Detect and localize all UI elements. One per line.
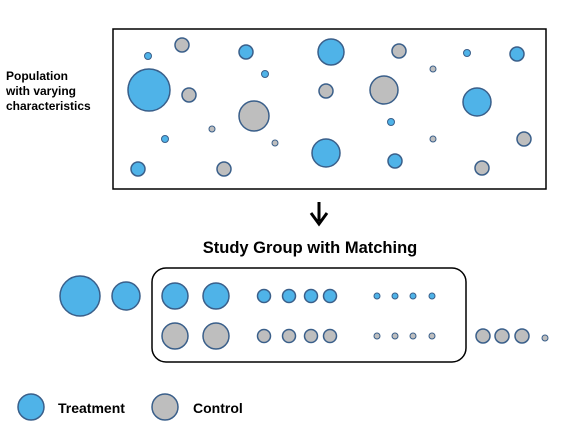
study-group-title: Study Group with Matching	[202, 239, 418, 257]
population-control-circle	[318, 83, 334, 99]
population-treatment-circle	[509, 46, 525, 62]
study-control-circle	[409, 332, 417, 340]
population-control-circle	[369, 75, 399, 105]
study-control-circle	[494, 328, 510, 344]
study-treatment-circle	[303, 288, 319, 304]
study-control-circle	[475, 328, 491, 344]
matched-group-box	[151, 267, 467, 363]
study-control-circle	[281, 328, 297, 344]
population-control-circle	[474, 160, 490, 176]
population-control-circle	[238, 100, 270, 132]
study-treatment-circle	[202, 282, 230, 310]
population-treatment-circle	[311, 138, 341, 168]
population-treatment-circle	[387, 118, 395, 126]
legend-treatment-circle	[17, 393, 45, 421]
population-treatment-circle	[161, 135, 169, 143]
population-treatment-circle	[127, 68, 171, 112]
population-treatment-circle	[261, 70, 269, 78]
study-treatment-circle	[373, 292, 381, 300]
population-control-circle	[429, 65, 437, 73]
down-arrow	[309, 202, 329, 227]
study-treatment-circle	[281, 288, 297, 304]
study-control-circle	[541, 334, 549, 342]
study-control-circle	[391, 332, 399, 340]
population-label-line-2: with varying	[6, 84, 77, 98]
study-treatment-circle	[409, 292, 417, 300]
population-treatment-circle	[130, 161, 146, 177]
population-control-circle	[181, 87, 197, 103]
population-control-circle	[216, 161, 232, 177]
legend-circles	[17, 393, 179, 421]
population-label-line-3: characteristics	[6, 99, 91, 113]
study-control-circle	[514, 328, 530, 344]
population-control-circle	[208, 125, 216, 133]
study-control-circle	[322, 328, 338, 344]
study-control-circle	[161, 322, 189, 350]
legend-treatment-label: Treatment	[58, 400, 125, 416]
population-treatment-circle	[387, 153, 403, 169]
population-circles	[127, 37, 532, 177]
study-treatment-circle	[256, 288, 272, 304]
study-control-circle	[202, 322, 230, 350]
study-treatment-circle	[322, 288, 338, 304]
population-control-circle	[429, 135, 437, 143]
study-control-circle	[373, 332, 381, 340]
study-treatment-circle	[59, 275, 101, 317]
population-treatment-circle	[463, 49, 471, 57]
study-treatment-circle	[111, 281, 141, 311]
population-control-circle	[516, 131, 532, 147]
study-control-circle	[428, 332, 436, 340]
study-group-circles	[59, 275, 549, 350]
population-label-line-1: Population	[6, 69, 68, 83]
population-treatment-circle	[144, 52, 152, 60]
population-treatment-circle	[317, 38, 345, 66]
legend-control-circle	[151, 393, 179, 421]
population-control-circle	[174, 37, 190, 53]
study-control-circle	[256, 328, 272, 344]
study-treatment-circle	[428, 292, 436, 300]
study-control-circle	[303, 328, 319, 344]
population-treatment-circle	[462, 87, 492, 117]
population-control-circle	[391, 43, 407, 59]
study-treatment-circle	[161, 282, 189, 310]
population-control-circle	[271, 139, 279, 147]
legend-control-label: Control	[193, 400, 243, 416]
study-treatment-circle	[391, 292, 399, 300]
population-treatment-circle	[238, 44, 254, 60]
population-label: Population with varying characteristics	[6, 69, 110, 114]
